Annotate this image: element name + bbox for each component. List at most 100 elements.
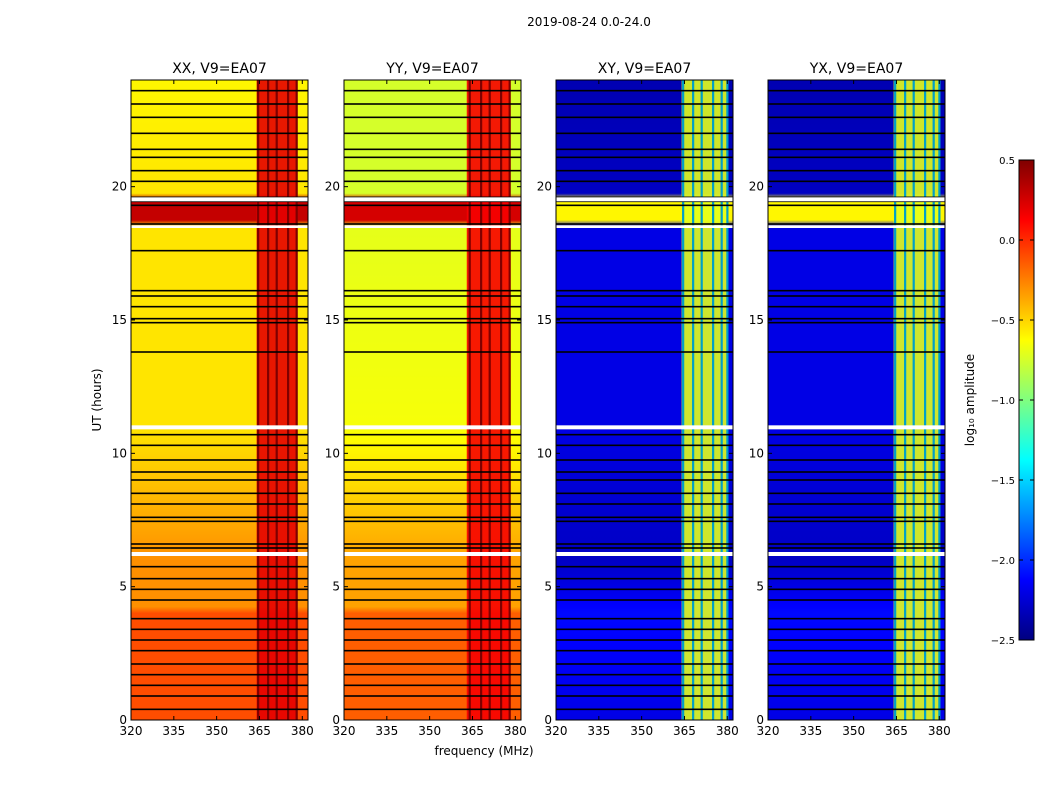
y-tick-label: 20 xyxy=(537,180,552,194)
flagged-row xyxy=(131,223,308,225)
colorbar: 0.5 0.0 −0.5 −1.0 −1.5 −2.0 −2.5 xyxy=(991,156,1035,647)
flagged-row xyxy=(556,132,733,135)
rfi-column xyxy=(468,80,471,720)
flagged-row xyxy=(556,200,733,203)
flagged-row xyxy=(131,543,308,545)
flagged-row xyxy=(556,305,733,308)
flagged-band xyxy=(344,552,521,556)
flagged-row xyxy=(131,520,308,523)
flagged-band xyxy=(556,225,733,228)
flagged-row xyxy=(344,351,521,353)
flagged-row xyxy=(344,479,521,481)
y-tick-label: 20 xyxy=(112,180,127,194)
flagged-row xyxy=(344,695,521,697)
flagged-row xyxy=(344,516,521,519)
flagged-row xyxy=(131,317,308,320)
flagged-row xyxy=(768,577,945,580)
rfi-column xyxy=(287,80,290,720)
flagged-row xyxy=(768,317,945,320)
flagged-row xyxy=(131,492,308,495)
flagged-row xyxy=(344,543,521,545)
flagged-row xyxy=(768,289,945,292)
flagged-row xyxy=(768,649,945,652)
flagged-row xyxy=(131,169,308,172)
heatmap-image xyxy=(768,80,945,720)
flagged-row xyxy=(768,684,945,687)
heatmap-image xyxy=(344,80,521,720)
flagged-row xyxy=(556,289,733,292)
panel-frame xyxy=(555,79,734,721)
flagged-band xyxy=(556,197,733,202)
figure-title: 2019-08-24 0.0-24.0 xyxy=(527,15,651,29)
flagged-row xyxy=(556,317,733,320)
flagged-row xyxy=(131,204,308,207)
y-tick-label: 20 xyxy=(325,180,340,194)
colorbar-tick-label: −0.5 xyxy=(991,316,1015,327)
flagged-row xyxy=(344,132,521,135)
flagged-row xyxy=(556,156,733,159)
flagged-row xyxy=(768,520,945,523)
flagged-row xyxy=(768,180,945,183)
flagged-row xyxy=(768,433,945,436)
flagged-row xyxy=(556,503,733,505)
y-tick-label: 0 xyxy=(756,713,764,727)
flagged-row xyxy=(556,180,733,183)
y-tick-label: 10 xyxy=(112,446,127,460)
y-tick-label: 10 xyxy=(537,446,552,460)
x-tick-label: 365 xyxy=(248,724,271,738)
flagged-row xyxy=(556,459,733,461)
flagged-row xyxy=(768,599,945,601)
flagged-row xyxy=(556,599,733,601)
flagged-band xyxy=(768,425,945,430)
rfi-column xyxy=(267,80,270,720)
flagged-row xyxy=(344,639,521,641)
flagged-row xyxy=(556,588,733,591)
panel-2: YY, V9=EA07 320 335 350 365 380 0 5 10 15 20 xyxy=(325,61,527,738)
y-tick-label: 20 xyxy=(749,180,764,194)
flagged-row xyxy=(131,156,308,159)
rfi-column xyxy=(295,80,298,720)
flagged-row xyxy=(556,543,733,545)
colorbar-tick-label: −2.5 xyxy=(991,636,1015,647)
heatmap-image xyxy=(131,80,308,720)
y-tick-label: 10 xyxy=(749,446,764,460)
flagged-row xyxy=(131,628,308,631)
flagged-row xyxy=(556,321,733,324)
flagged-row xyxy=(131,89,308,92)
flagged-row xyxy=(131,708,308,711)
x-tick-label: 335 xyxy=(162,724,185,738)
x-tick-label: 350 xyxy=(418,724,441,738)
flagged-row xyxy=(344,617,521,620)
rfi-band xyxy=(681,80,728,720)
x-tick-label: 320 xyxy=(757,724,780,738)
y-tick-label: 5 xyxy=(332,580,340,594)
rfi-column xyxy=(275,80,278,720)
y-tick-label: 0 xyxy=(119,713,127,727)
rfi-column xyxy=(726,80,729,720)
flagged-row xyxy=(556,223,733,225)
flagged-band xyxy=(768,197,945,202)
flagged-row xyxy=(556,295,733,297)
flagged-row xyxy=(344,204,521,207)
rfi-column xyxy=(692,80,695,720)
flagged-band xyxy=(131,425,308,430)
colorbar-tick-label: −1.5 xyxy=(991,476,1015,487)
flagged-band xyxy=(131,552,308,556)
flagged-row xyxy=(768,673,945,676)
flagged-row xyxy=(556,516,733,519)
flagged-row xyxy=(344,156,521,159)
panel-title: YX, V9=EA07 xyxy=(809,61,904,77)
flagged-row xyxy=(131,673,308,676)
flagged-row xyxy=(768,89,945,92)
flagged-row xyxy=(344,116,521,119)
colorbar-tick-label: −1.0 xyxy=(991,396,1015,407)
colorbar-tick-label: 0.5 xyxy=(999,156,1015,167)
flagged-row xyxy=(768,479,945,481)
flagged-row xyxy=(131,444,308,447)
flagged-row xyxy=(131,132,308,135)
y-tick-label: 10 xyxy=(325,446,340,460)
flagged-row xyxy=(344,321,521,324)
flagged-row xyxy=(344,673,521,676)
flagged-row xyxy=(131,479,308,481)
flagged-row xyxy=(131,459,308,461)
